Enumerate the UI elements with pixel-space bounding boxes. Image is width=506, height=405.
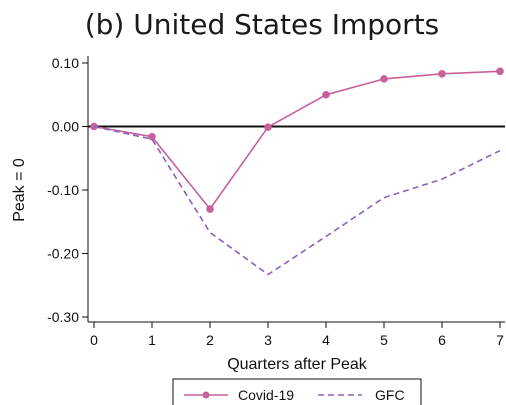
legend-box (172, 378, 422, 405)
series-line-covid-19 (93, 70, 501, 210)
y-tick-label: -0.20 (47, 246, 79, 262)
data-point-covid-19 (380, 75, 388, 83)
data-point-covid-19 (322, 90, 330, 99)
x-tick-label: 2 (206, 332, 214, 348)
y-tick-label: -0.30 (47, 309, 79, 325)
legend-marker-covid-19 (202, 391, 210, 399)
data-point-covid-19 (438, 69, 446, 78)
y-tick-label: 0.00 (52, 119, 79, 135)
x-tick-label: 3 (264, 332, 272, 348)
legend-item-covid-19: Covid-19 (184, 387, 294, 403)
legend-label-gfc: GFC (375, 387, 405, 403)
series-line-gfc (93, 125, 501, 276)
x-tick-label: 5 (380, 332, 388, 348)
chart-title: (b) United States Imports (85, 8, 440, 41)
x-tick-label: 6 (438, 332, 446, 348)
legend-item-gfc: GFC (318, 387, 405, 403)
data-point-covid-19 (264, 123, 272, 131)
y-axis-label: Peak = 0 (11, 158, 28, 222)
x-tick-label: 1 (148, 332, 156, 348)
axes-group: 0.10 0.00 -0.10 -0.20 -0.30 0 1 2 3 4 5 6 7 (47, 55, 505, 348)
data-point-covid-19 (206, 205, 214, 213)
x-tick-label: 4 (322, 332, 330, 348)
x-axis-label: Quarters after Peak (227, 356, 368, 373)
x-tick-label: 0 (90, 332, 98, 348)
legend-label-covid-19: Covid-19 (238, 387, 294, 403)
data-point-covid-19 (148, 132, 156, 141)
y-tick-label: 0.10 (52, 55, 79, 71)
series-group (90, 67, 504, 276)
legend: Covid-19 GFC (172, 378, 422, 405)
data-point-covid-19 (496, 67, 504, 76)
y-tick-label: -0.10 (47, 182, 79, 198)
x-tick-label: 7 (496, 332, 504, 348)
